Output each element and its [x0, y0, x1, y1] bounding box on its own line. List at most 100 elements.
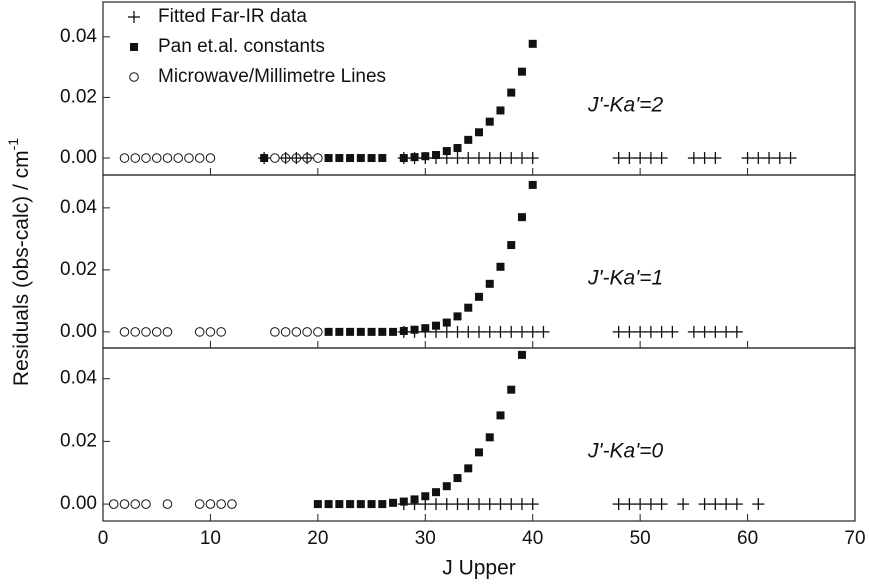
circle-marker	[205, 327, 216, 337]
square-marker	[442, 482, 451, 491]
y-tick-label: 0.04	[60, 368, 97, 389]
square-marker	[130, 43, 138, 51]
plus-marker	[505, 498, 518, 511]
plus-marker	[483, 498, 496, 511]
square-marker	[517, 350, 526, 359]
panel-frame	[102, 174, 856, 349]
plus-marker	[687, 325, 700, 338]
plus-marker	[720, 498, 733, 511]
square-marker	[378, 327, 387, 336]
circle-marker	[162, 153, 173, 163]
square-marker	[485, 279, 494, 288]
x-tick-label: 50	[630, 528, 651, 549]
y-tick-label: 0.04	[60, 197, 97, 218]
plus-marker	[473, 152, 485, 165]
square-marker	[528, 39, 537, 48]
circle-marker	[205, 153, 216, 163]
square-marker	[313, 500, 322, 509]
panel-frame	[102, 347, 856, 522]
circle-marker	[194, 327, 205, 337]
square-marker	[464, 303, 473, 312]
plus-marker	[440, 498, 453, 511]
plus-marker	[644, 152, 657, 165]
plus-marker	[451, 498, 464, 511]
plus-marker	[634, 152, 647, 165]
circle-marker	[291, 327, 302, 337]
plus-marker	[451, 325, 464, 338]
plus-marker	[709, 325, 722, 338]
plus-marker	[698, 152, 711, 165]
circle-marker	[216, 327, 226, 337]
square-marker	[453, 144, 462, 153]
plus-marker	[634, 498, 647, 511]
square-marker	[453, 474, 462, 483]
square-marker	[346, 500, 355, 509]
plus-marker	[494, 498, 507, 511]
annotation: J'-Ka'=0	[587, 440, 663, 463]
plus-marker	[430, 498, 443, 511]
plus-marker	[612, 325, 625, 338]
plus-marker	[709, 498, 722, 511]
legend-label: Fitted Far-IR data	[158, 6, 307, 27]
circle-marker	[194, 499, 205, 509]
square-marker	[378, 154, 387, 163]
legend-entry: Microwave/Millimetre Lines	[129, 66, 386, 87]
plus-marker	[494, 325, 507, 338]
plus-marker	[677, 498, 690, 511]
square-marker	[507, 241, 516, 250]
annotation: J'-Ka'=2	[587, 94, 663, 117]
square-marker	[367, 154, 376, 163]
circle-marker	[141, 153, 151, 163]
square-marker	[496, 262, 505, 271]
square-marker	[464, 464, 473, 473]
square-marker	[453, 312, 462, 321]
plus-marker	[773, 152, 786, 165]
plus-marker	[752, 498, 765, 511]
square-marker	[475, 128, 483, 137]
y-tick-label: 0.00	[60, 493, 97, 514]
square-marker	[517, 67, 526, 76]
plus-marker	[515, 325, 528, 338]
plus-marker	[623, 325, 636, 338]
square-marker	[464, 135, 473, 144]
circle-marker	[119, 153, 130, 163]
plus-marker	[462, 325, 475, 338]
y-tick-label: 0.00	[60, 147, 97, 168]
circle-marker	[216, 499, 226, 509]
circle-marker	[151, 327, 162, 337]
square-marker	[335, 500, 344, 509]
plus-marker	[666, 325, 679, 338]
square-marker	[496, 106, 505, 115]
x-tick-label: 20	[307, 528, 328, 549]
x-tick-label: 60	[737, 528, 758, 549]
circle-marker	[227, 499, 237, 509]
y-axis-label: Residuals (obs-calc) / cm-1	[5, 138, 33, 386]
square-marker	[442, 318, 451, 327]
circle-marker	[108, 499, 119, 509]
square-marker	[507, 88, 516, 97]
square-marker	[432, 488, 441, 497]
plus-marker	[128, 11, 140, 23]
plus-marker	[655, 498, 668, 511]
plus-marker	[462, 152, 475, 165]
square-marker	[475, 292, 483, 301]
square-marker	[324, 327, 333, 336]
square-marker	[356, 327, 365, 336]
circle-marker	[302, 327, 312, 337]
circle-marker	[313, 153, 323, 163]
x-axis-label: J Upper	[442, 557, 516, 580]
square-marker	[356, 500, 365, 509]
x-tick-label: 30	[415, 528, 436, 549]
plus-marker	[483, 325, 496, 338]
plus-marker	[526, 152, 539, 165]
plus-marker	[741, 152, 754, 165]
square-marker	[335, 154, 344, 163]
square-marker	[356, 154, 365, 163]
y-label-text: Residuals (obs-calc) / cm	[10, 150, 33, 386]
legend-label: Microwave/Millimetre Lines	[158, 66, 386, 87]
plus-marker	[473, 325, 485, 338]
circle-marker	[205, 499, 216, 509]
circle-marker	[291, 153, 302, 163]
square-marker	[260, 154, 269, 163]
annotation: J'-Ka'=1	[587, 267, 663, 290]
